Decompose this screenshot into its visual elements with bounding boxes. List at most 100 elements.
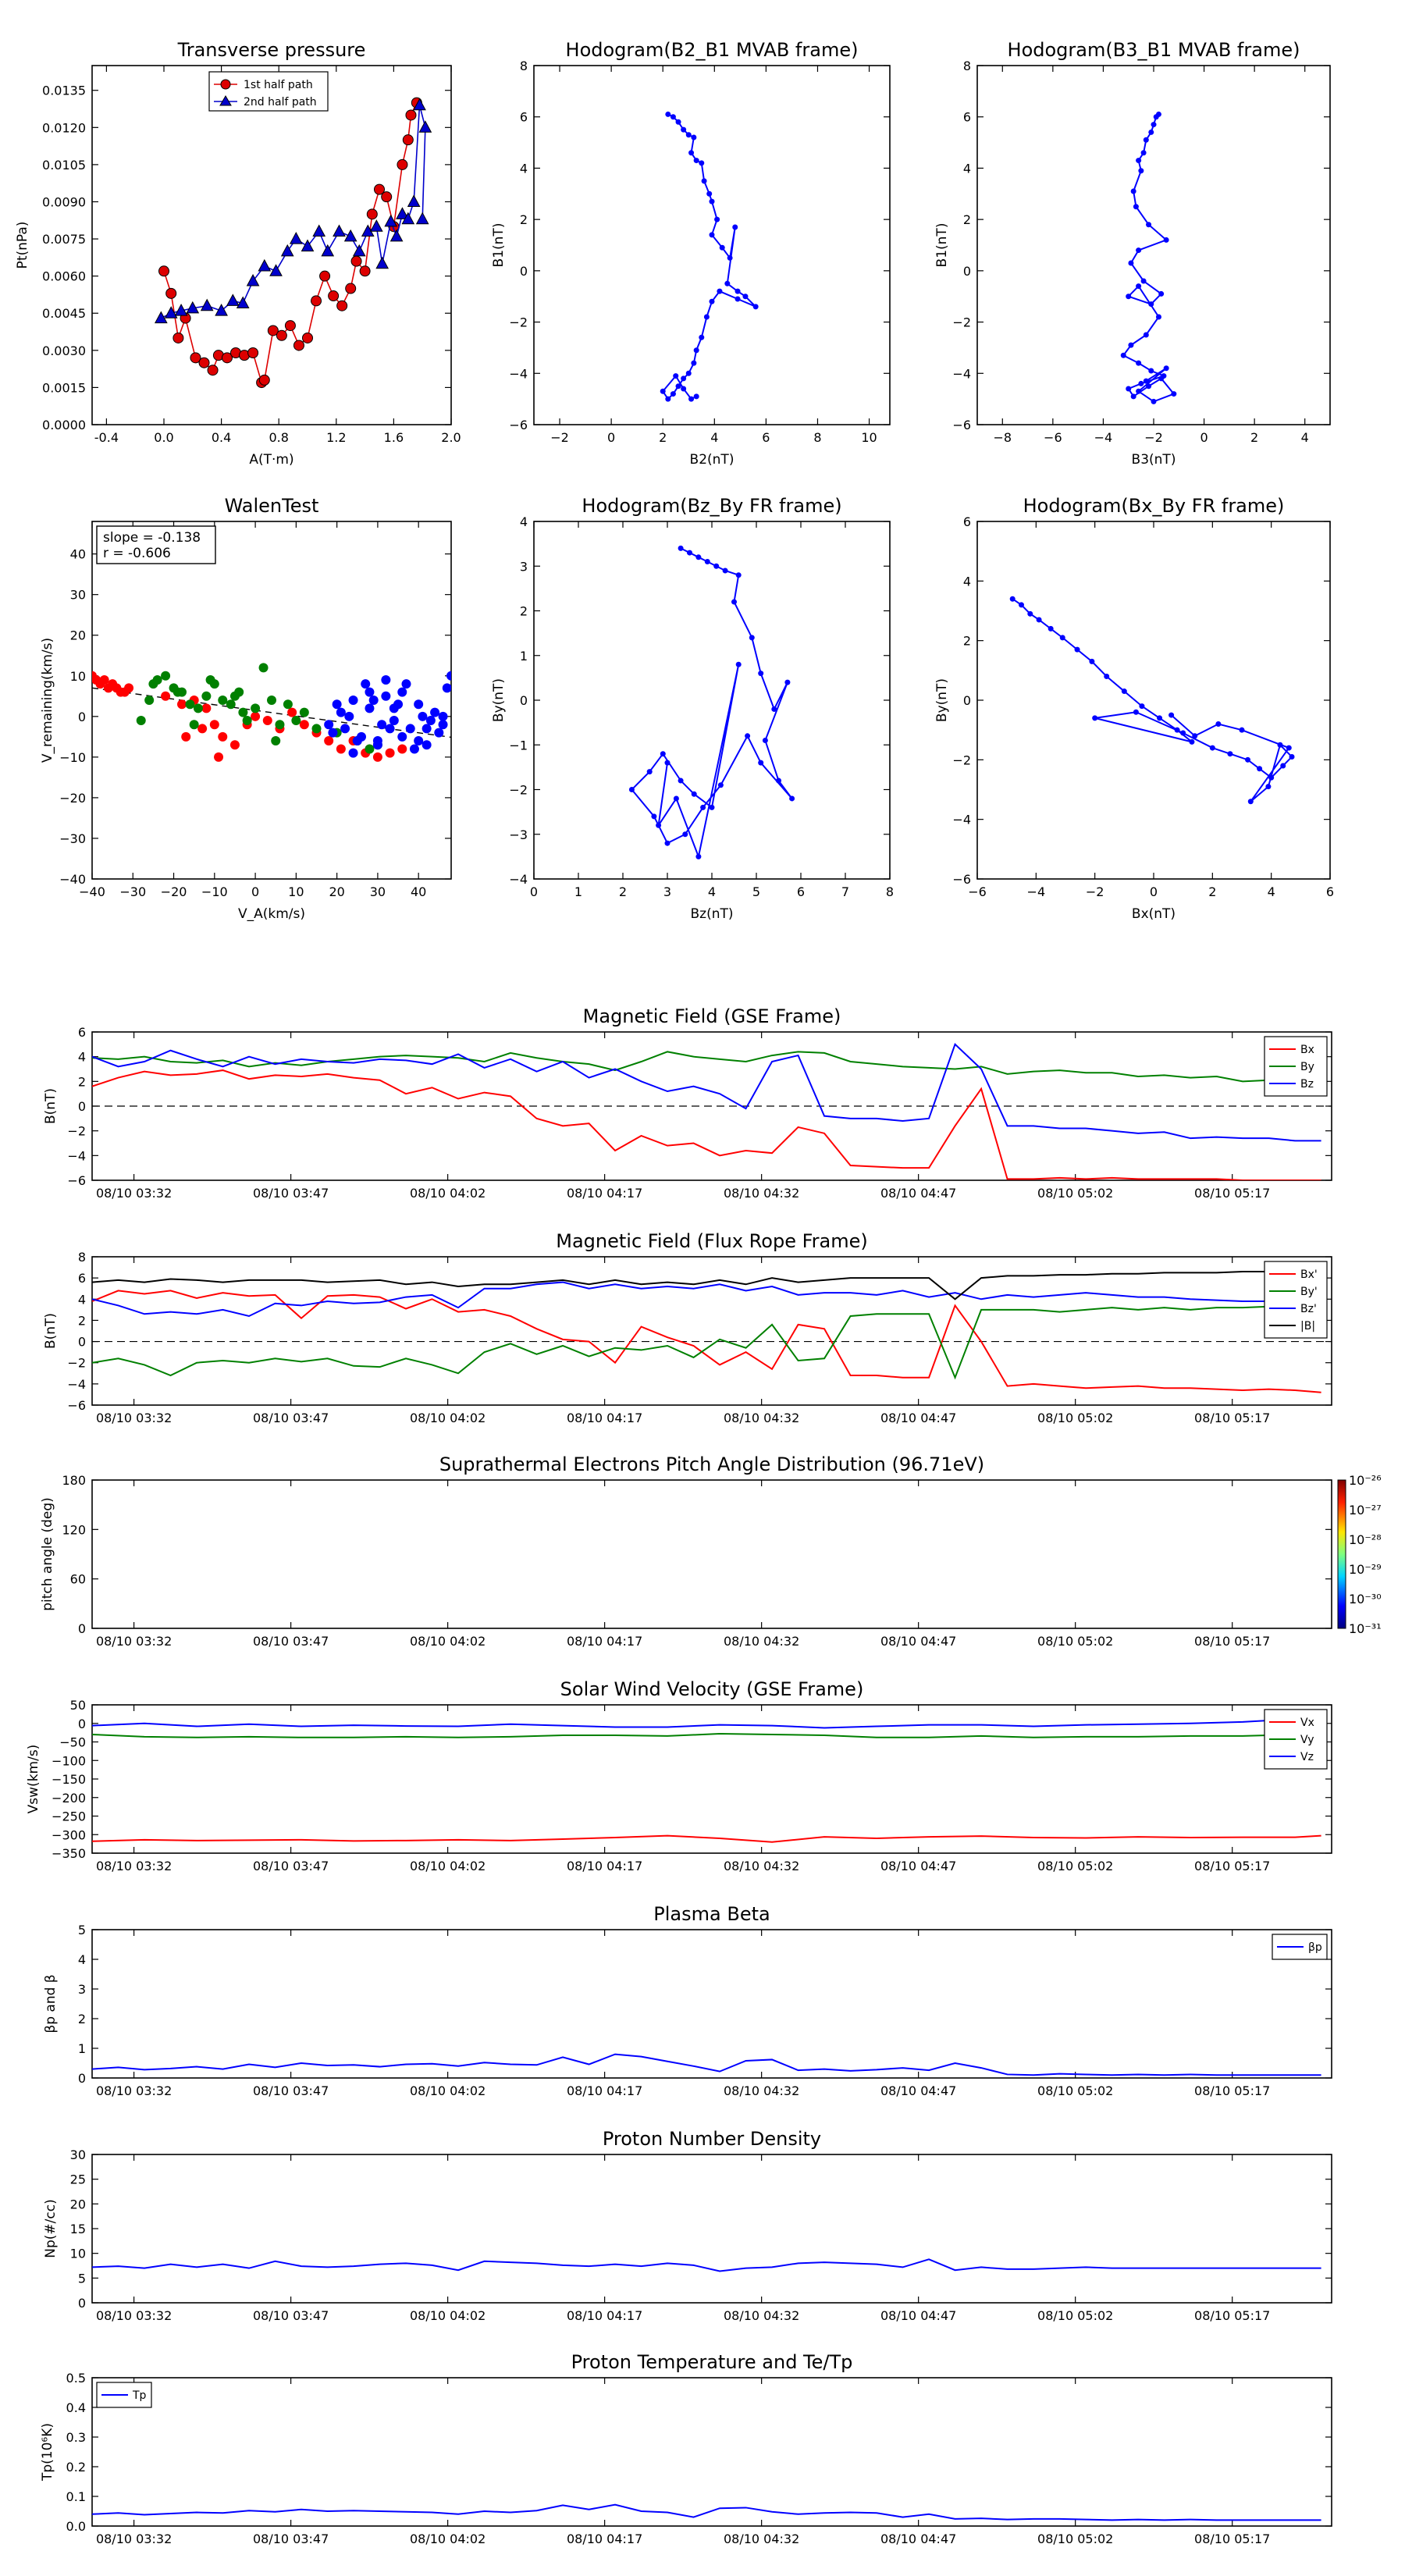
x-tick-label: 08/10 04:02 <box>410 1859 486 1873</box>
data-point <box>776 777 781 784</box>
plot-area <box>91 1479 1332 1629</box>
chart-mf_gse: Magnetic Field (GSE Frame) 08/10 03:32 08/… <box>43 1005 1332 1201</box>
x-tick-label: 08/10 04:17 <box>567 1859 642 1873</box>
x-tick-label: 0 <box>1200 430 1208 445</box>
y-tick-label: −6 <box>67 1398 86 1413</box>
data-point <box>1130 188 1136 194</box>
x-tick-label: 6 <box>1326 884 1334 899</box>
data-point <box>238 707 248 717</box>
legend-label: By' <box>1300 1286 1318 1298</box>
y-tick-label: 0 <box>78 2071 86 2086</box>
x-tick-label: 08/10 04:17 <box>567 1186 642 1201</box>
y-tick-label: −6 <box>952 418 971 432</box>
x-tick-label: 4 <box>708 884 716 899</box>
data-point <box>673 795 679 802</box>
y-tick-label: 0.0090 <box>42 194 86 209</box>
x-tick-label: −20 <box>161 884 187 899</box>
x-tick-label: 08/10 04:17 <box>567 2308 642 2323</box>
data-point <box>407 194 421 207</box>
chart-title: Plasma Beta <box>653 1903 770 1925</box>
x-tick-label: 2.0 <box>441 430 461 445</box>
data-point <box>164 306 178 318</box>
data-point <box>438 711 448 721</box>
data-point <box>1143 137 1149 143</box>
plot-data <box>1120 111 1177 404</box>
data-point <box>365 703 375 713</box>
data-point <box>1126 294 1132 300</box>
y-tick-label: 1 <box>520 649 528 664</box>
x-tick-label: 08/10 04:02 <box>410 2532 486 2546</box>
data-point <box>389 716 399 726</box>
plot-data <box>92 2258 1321 2272</box>
data-point <box>229 691 240 701</box>
data-point <box>735 661 742 667</box>
data-point <box>682 831 688 838</box>
x-tick-label: 0 <box>1150 884 1158 899</box>
data-point <box>1227 751 1233 757</box>
data-point <box>735 296 741 302</box>
data-point <box>328 728 338 738</box>
data-point <box>1155 314 1161 320</box>
chart-title: Magnetic Field (Flux Rope Frame) <box>556 1230 867 1252</box>
data-point <box>717 782 724 788</box>
y-tick-label: −4 <box>509 366 528 381</box>
data-point <box>173 332 184 343</box>
data-point <box>251 711 261 721</box>
data-point <box>381 691 391 701</box>
colorbar <box>1337 1479 1346 1629</box>
y-axis-label: By(nT) <box>491 678 507 722</box>
data-point <box>1140 150 1147 156</box>
plot-area <box>533 65 891 425</box>
data-point <box>1286 745 1292 751</box>
chart-tp: Transverse pressure -0.4 0.0 0.4 0.8 1.2 1.6 2.… <box>15 39 461 468</box>
y-tick-label: 0.0105 <box>42 158 86 173</box>
colorbar-tick-label: 10⁻²⁷ <box>1349 1503 1382 1517</box>
data-point <box>365 744 375 754</box>
y-tick-label: 0 <box>963 693 971 708</box>
data-point <box>719 244 725 251</box>
y-tick-label: 2 <box>520 604 528 619</box>
data-point <box>675 119 681 125</box>
data-point <box>324 720 334 730</box>
series-line-Bx' <box>92 1290 1321 1393</box>
y-tick-label: −2 <box>509 315 528 330</box>
data-point <box>414 736 424 746</box>
y-axis-label: B(nT) <box>43 1088 59 1124</box>
x-tick-label: −4 <box>1027 884 1046 899</box>
y-tick-label: 0 <box>78 1335 86 1350</box>
data-point <box>1136 158 1142 164</box>
data-point <box>656 822 662 828</box>
x-tick-label: 5 <box>752 884 760 899</box>
data-point <box>1133 204 1139 210</box>
y-tick-label: 8 <box>520 59 528 73</box>
x-tick-label: 08/10 05:02 <box>1037 2083 1113 2098</box>
data-point <box>1092 715 1098 721</box>
data-point <box>1140 278 1147 284</box>
data-point <box>396 207 409 219</box>
x-tick-label: 20 <box>329 884 344 899</box>
data-point <box>695 554 702 560</box>
x-tick-label: 0.0 <box>154 430 173 445</box>
data-point <box>389 703 399 713</box>
y-axis-label: V_remaining(km/s) <box>40 638 55 763</box>
data-point <box>695 853 702 859</box>
data-point <box>340 724 350 734</box>
y-tick-label: 0.1 <box>66 2489 86 2504</box>
data-point <box>226 699 236 710</box>
x-tick-label: 6 <box>797 884 805 899</box>
data-point <box>365 687 375 697</box>
data-point <box>660 751 666 757</box>
data-point <box>678 545 684 551</box>
data-point <box>193 703 203 713</box>
x-tick-label: 08/10 04:32 <box>724 1634 799 1649</box>
plot-area <box>91 1256 1332 1406</box>
data-point <box>709 298 715 304</box>
data-point <box>1121 688 1127 695</box>
data-point <box>1157 715 1163 721</box>
y-tick-label: −100 <box>52 1753 86 1768</box>
y-tick-label: 6 <box>520 110 528 125</box>
data-point <box>687 550 692 556</box>
data-point <box>703 314 710 320</box>
data-point <box>352 736 362 746</box>
data-point <box>372 752 382 762</box>
